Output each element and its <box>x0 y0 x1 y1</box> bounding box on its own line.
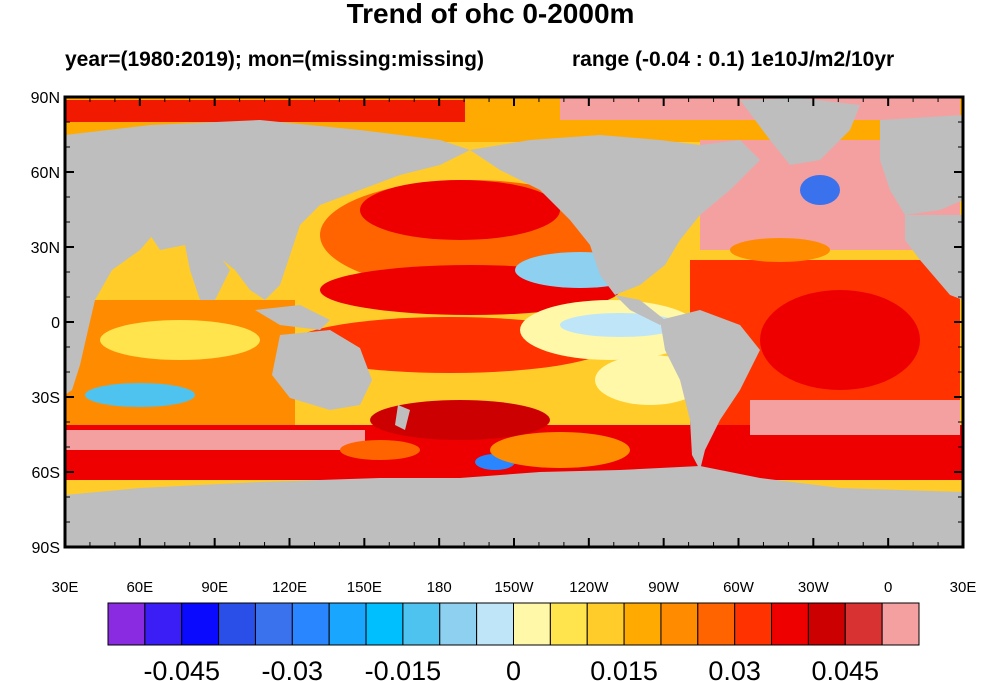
x-tick-label: 90E <box>201 579 228 596</box>
colorbar-swatch <box>365 602 404 646</box>
colorbar-swatch <box>586 602 625 646</box>
x-tick-label: 30E <box>52 579 79 596</box>
y-tick-label: 30N <box>31 240 60 257</box>
land <box>65 98 963 547</box>
colorbar-swatch <box>291 602 330 646</box>
colorbar-label: -0.03 <box>262 656 324 681</box>
x-axis-ticks: 30E 60E 90E 120E 150E 180 150W 120W 90W 60W 30W 0 30… <box>52 97 977 596</box>
x-tick-label: 60W <box>723 579 755 596</box>
y-tick-label: 90S <box>32 540 60 557</box>
colorbar-swatch <box>181 602 220 646</box>
colorbar-swatch <box>881 602 920 646</box>
x-tick-label: 30W <box>798 579 830 596</box>
colorbar-label: -0.015 <box>365 656 442 681</box>
colorbar-swatch <box>844 602 883 646</box>
colorbar-swatch <box>439 602 478 646</box>
colorbar-swatch <box>660 602 699 646</box>
x-tick-label: 0 <box>884 579 892 596</box>
colorbar: -0.045 -0.03 -0.015 0 0.015 0.03 0.045 <box>107 602 920 681</box>
colorbar-swatch <box>807 602 846 646</box>
colorbar-label: 0.015 <box>590 656 658 681</box>
colorbar-swatch <box>402 602 441 646</box>
x-tick-label: 150E <box>347 579 382 596</box>
chart-range-label: range (-0.04 : 0.1) 1e10J/m2/10yr <box>572 48 895 71</box>
colorbar-swatch <box>697 602 736 646</box>
colorbar-swatch <box>771 602 809 646</box>
colorbar-swatch <box>218 602 256 646</box>
colorbar-swatch <box>734 602 773 646</box>
y-tick-label: 60S <box>32 465 60 482</box>
colorbar-swatch <box>328 602 367 646</box>
x-tick-label: 180 <box>427 579 452 596</box>
x-tick-label: 30E <box>950 579 977 596</box>
x-tick-label: 150W <box>494 579 534 596</box>
y-tick-label: 0 <box>51 315 60 332</box>
chart-title: Trend of ohc 0-2000m <box>346 0 635 29</box>
colorbar-swatch <box>476 602 514 646</box>
colorbar-label: 0.03 <box>708 656 761 681</box>
y-tick-label: 60N <box>31 165 60 182</box>
colorbar-label: 0 <box>506 656 521 681</box>
colorbar-swatch <box>107 602 146 646</box>
map-area <box>65 97 963 547</box>
colorbar-swatch <box>513 602 551 646</box>
x-tick-label: 60E <box>126 579 153 596</box>
x-tick-label: 120E <box>272 579 307 596</box>
colorbar-label: 0.045 <box>811 656 879 681</box>
chart-subtitle: year=(1980:2019); mon=(missing:missing) <box>65 48 484 71</box>
colorbar-swatch <box>623 602 662 646</box>
colorbar-swatch <box>254 602 293 646</box>
colorbar-swatch <box>549 602 588 646</box>
colorbar-label: -0.045 <box>143 656 220 681</box>
colorbar-swatch <box>144 602 183 646</box>
y-tick-label: 30S <box>32 390 60 407</box>
x-tick-label: 120W <box>569 579 609 596</box>
y-axis-ticks: 90N 60N 30N 0 30S 60S 90S <box>31 90 963 557</box>
y-tick-label: 90N <box>31 90 60 107</box>
x-tick-label: 90W <box>648 579 680 596</box>
